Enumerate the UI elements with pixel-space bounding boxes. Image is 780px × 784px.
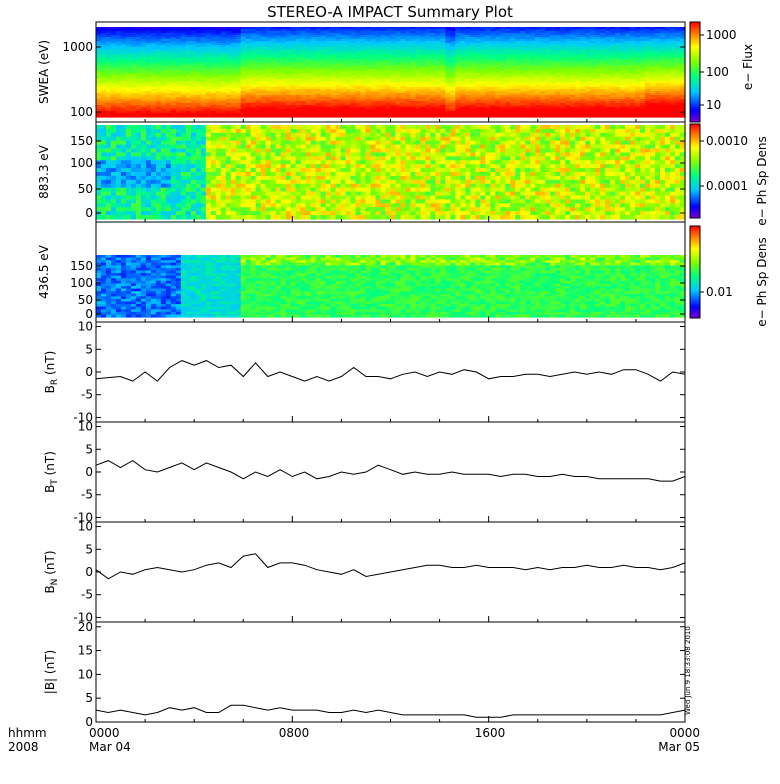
series-line-4 (96, 461, 685, 482)
timestamp: Wed Jun 9 18:33:08 2010 (684, 626, 692, 715)
y-tick-label-1-2: 50 (78, 182, 93, 196)
heatmap-panel-0 (96, 27, 686, 118)
y-axis-label-5: BN (nT) (43, 550, 60, 593)
y-tick-label-1-3: 0 (85, 206, 93, 220)
y-axis-label-0: SWEA (eV) (37, 40, 51, 104)
y-tick-label-3-3: -5 (81, 388, 93, 402)
y-axis-label-6: |B| (nT) (43, 650, 57, 694)
y-tick-label-6-0: 20 (78, 620, 93, 634)
x-tick-label-time-2: 1600 (475, 726, 506, 740)
y-tick-label-2-2: 50 (78, 293, 93, 307)
heatmap-panel-2 (96, 255, 686, 318)
y-tick-label-6-1: 15 (78, 644, 93, 658)
colorbar-tick-label-1-0: 0.0010 (706, 134, 748, 148)
y-tick-label-6-3: 5 (85, 691, 93, 705)
colorbar-label-2: e− Ph Sp Dens (755, 237, 769, 326)
colorbar-tick-label-0-0: 1000 (706, 28, 737, 42)
colorbar-tick-label-2-0: 0.01 (706, 285, 733, 299)
y-tick-label-3-1: 5 (85, 342, 93, 356)
x-tick-label-date-3: Mar 05 (658, 740, 700, 754)
y-tick-label-2-1: 100 (70, 276, 93, 290)
y-tick-label-6-2: 10 (78, 667, 93, 681)
y-tick-label-0-1: 100 (70, 105, 93, 119)
colorbar-0 (690, 22, 700, 122)
y-tick-label-1-0: 150 (70, 134, 93, 148)
y-tick-label-0-0: 1000 (62, 40, 93, 54)
y-tick-label-5-0: 10 (78, 520, 93, 534)
colorbar-2 (690, 226, 700, 318)
colorbar-tick-label-0-2: 10 (706, 98, 721, 112)
x-tick-label-time-3: 0000 (669, 726, 700, 740)
colorbar-label-1: e− Ph Sp Dens (755, 136, 769, 225)
y-axis-label-3: BR (nT) (43, 351, 60, 394)
colorbar-1 (690, 124, 700, 218)
colorbar-tick-label-1-1: 0.0001 (706, 179, 748, 193)
y-tick-label-5-2: 0 (85, 565, 93, 579)
y-tick-label-4-0: 10 (78, 420, 93, 434)
chart-title: STEREO-A IMPACT Summary Plot (267, 3, 513, 21)
series-line-5 (96, 554, 685, 579)
y-tick-label-4-3: -5 (81, 488, 93, 502)
series-line-3 (96, 361, 685, 382)
panel-frame-6 (96, 622, 685, 722)
heatmap-panel-1 (96, 125, 686, 220)
y-axis-label-1: 883.3 eV (37, 144, 51, 199)
y-tick-label-5-3: -5 (81, 588, 93, 602)
y-tick-label-3-0: 10 (78, 320, 93, 334)
y-axis-label-2: 436.5 eV (37, 244, 51, 299)
x-axis-corner-label-hhmm: hhmm (8, 726, 47, 740)
x-tick-label-time-0: 0000 (89, 726, 120, 740)
y-tick-label-3-2: 0 (85, 365, 93, 379)
panel-frame-4 (96, 422, 685, 522)
y-tick-label-5-1: 5 (85, 542, 93, 556)
y-tick-label-4-2: 0 (85, 465, 93, 479)
x-tick-label-time-1: 0800 (279, 726, 310, 740)
y-tick-label-1-1: 100 (70, 156, 93, 170)
x-axis-corner-label-year: 2008 (8, 740, 39, 754)
y-tick-label-2-0: 150 (70, 259, 93, 273)
y-axis-label-4: BT (nT) (43, 451, 60, 493)
colorbar-tick-label-0-1: 100 (706, 65, 729, 79)
x-tick-label-date-0: Mar 04 (89, 740, 131, 754)
series-line-6 (96, 705, 685, 717)
y-tick-label-4-1: 5 (85, 442, 93, 456)
colorbar-label-0: e− Flux (741, 44, 755, 90)
